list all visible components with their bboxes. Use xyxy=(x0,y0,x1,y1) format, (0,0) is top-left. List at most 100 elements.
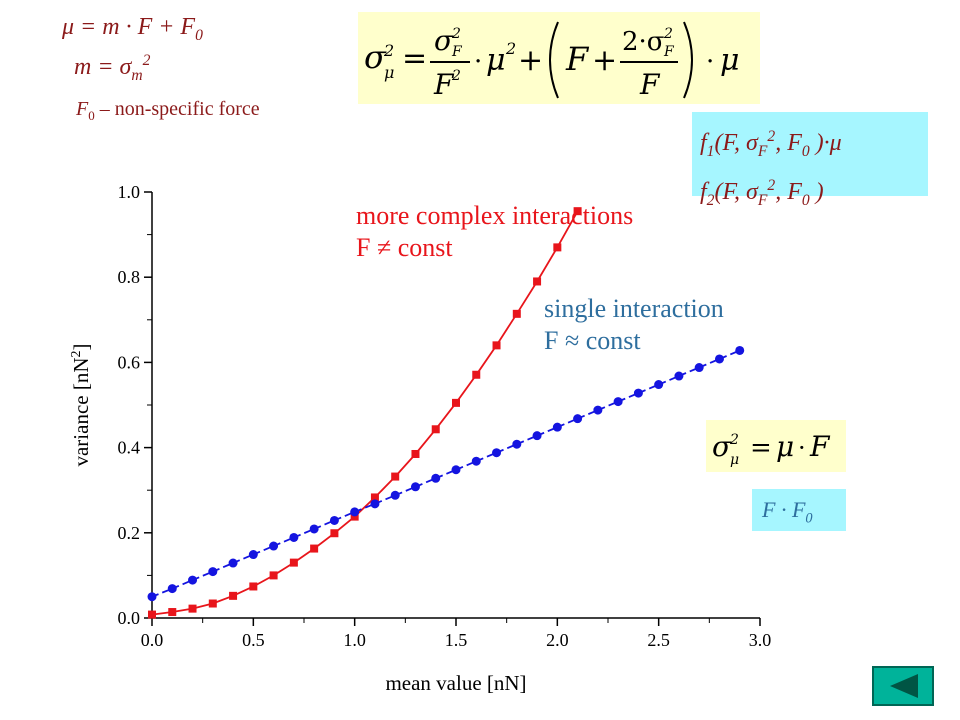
data-point-square xyxy=(148,610,156,619)
data-point-square xyxy=(370,493,379,502)
f2-args-c: ) xyxy=(809,178,824,205)
svg-text:μ: μ xyxy=(730,452,739,468)
f0-symbol-sub: 0 xyxy=(88,108,95,123)
complex-interactions-annotation: more complex interactions F ≠ const xyxy=(356,200,633,264)
mu-formula-text: μ = m · F + F xyxy=(62,14,196,40)
data-point-square xyxy=(411,449,420,458)
y-axis-label-sup: 2 xyxy=(69,350,84,357)
f-not-const-label: F ≠ const xyxy=(356,233,453,262)
y-axis-label-end: ] xyxy=(69,343,93,350)
variance-equation: σ 2 μ = σ 2 F F 2 · μ 2 + F + 2·σ 2 F F … xyxy=(364,21,740,101)
series-line-complex xyxy=(151,210,579,616)
data-point-circle xyxy=(248,550,258,560)
data-point-square xyxy=(249,582,258,591)
y-tick-label: 0.0 xyxy=(118,608,141,628)
complex-interactions-label: more complex interactions xyxy=(356,201,634,230)
data-point-circle xyxy=(451,465,461,475)
svg-text:σ: σ xyxy=(434,24,454,57)
ff0-box: F · F0 xyxy=(752,489,846,531)
data-point-circle xyxy=(329,515,339,525)
data-point-square xyxy=(512,309,521,318)
svg-text:μ: μ xyxy=(720,43,740,78)
previous-slide-button[interactable] xyxy=(872,666,934,706)
data-point-circle xyxy=(147,592,157,602)
f1-expression: f1(F, σF2, F0 )·μ xyxy=(700,120,928,169)
x-tick-label: 2.0 xyxy=(546,630,569,650)
data-point-circle xyxy=(431,473,441,483)
svg-text:F: F xyxy=(663,44,675,60)
y-tick-label: 0.2 xyxy=(118,523,141,543)
mu-formula-sub: 0 xyxy=(195,26,203,44)
ff0-sub: 0 xyxy=(805,510,813,527)
data-point-square xyxy=(208,599,217,608)
svg-text:σ: σ xyxy=(364,38,387,76)
f2-args-b: , F xyxy=(775,178,802,205)
f2-args-a: (F, σ xyxy=(714,178,758,205)
data-point-circle xyxy=(552,422,562,432)
f2-sub: 2 xyxy=(706,191,715,209)
x-tick-label: 2.5 xyxy=(647,630,670,650)
data-point-circle xyxy=(289,532,299,542)
svg-text:μ: μ xyxy=(776,430,794,463)
svg-text:F: F xyxy=(451,44,463,60)
svg-text:·: · xyxy=(798,434,806,462)
svg-text:2: 2 xyxy=(451,26,461,42)
data-point-square xyxy=(269,571,278,580)
f1-symbol: f xyxy=(700,130,707,156)
y-axis-label-main: variance [nN xyxy=(69,357,93,466)
f0-description: – non-specific force xyxy=(94,98,260,120)
data-point-square xyxy=(310,544,319,553)
svg-text:·: · xyxy=(474,47,482,77)
x-tick-label: 1.0 xyxy=(343,630,366,650)
data-point-circle xyxy=(269,541,279,551)
svg-text:2·σ: 2·σ xyxy=(622,27,665,57)
data-point-circle xyxy=(167,584,177,594)
x-tick-label: 1.5 xyxy=(445,630,468,650)
data-point-square xyxy=(168,608,177,617)
m-formula-text: m = σ xyxy=(74,54,132,80)
series-line-single xyxy=(151,349,741,598)
y-tick-label: 0.4 xyxy=(118,438,141,458)
f2-args-sup: 2 xyxy=(767,176,776,194)
ff0-text: F · F xyxy=(762,497,806,522)
f1-sub: 1 xyxy=(706,142,715,160)
data-point-circle xyxy=(410,482,420,492)
data-point-square xyxy=(573,207,582,216)
data-point-circle xyxy=(735,345,745,355)
m-formula-sup: 2 xyxy=(142,52,151,69)
data-point-circle xyxy=(188,575,198,585)
svg-text:+: + xyxy=(592,43,617,78)
x-tick-label: 3.0 xyxy=(749,630,772,650)
svg-text:2: 2 xyxy=(663,26,673,42)
f-approx-const-label: F ≈ const xyxy=(544,326,641,355)
single-interaction-label: single interaction xyxy=(544,294,724,323)
data-point-square xyxy=(330,529,339,538)
svg-text:2: 2 xyxy=(383,41,394,60)
series-layer xyxy=(147,207,745,619)
svg-text:μ: μ xyxy=(486,43,506,78)
svg-text:F: F xyxy=(809,430,831,463)
linear-variance-equation: σ 2 μ = μ · F xyxy=(712,430,831,468)
x-tick-label: 0.5 xyxy=(242,630,265,650)
data-point-circle xyxy=(512,439,522,449)
f0-definition: F0 – non-specific force xyxy=(76,98,260,124)
data-point-square xyxy=(391,472,400,481)
y-axis-label: variance [nN2] xyxy=(69,343,93,466)
data-point-circle xyxy=(390,490,400,500)
data-point-circle xyxy=(694,363,704,373)
data-point-circle xyxy=(654,380,664,390)
data-point-square xyxy=(350,512,359,521)
data-point-square xyxy=(452,398,460,407)
data-point-square xyxy=(533,277,542,286)
data-point-circle xyxy=(370,499,380,509)
data-point-square xyxy=(431,425,440,434)
data-point-circle xyxy=(309,524,319,534)
svg-text:F: F xyxy=(433,68,455,101)
data-point-circle xyxy=(471,456,481,466)
data-point-square xyxy=(188,604,197,613)
svg-text:μ: μ xyxy=(384,63,394,82)
f1-args-b: , F xyxy=(775,130,802,156)
variance-equation-box: σ 2 μ = σ 2 F F 2 · μ 2 + F + 2·σ 2 F F … xyxy=(358,12,760,104)
m-formula-sub: m xyxy=(131,66,143,84)
